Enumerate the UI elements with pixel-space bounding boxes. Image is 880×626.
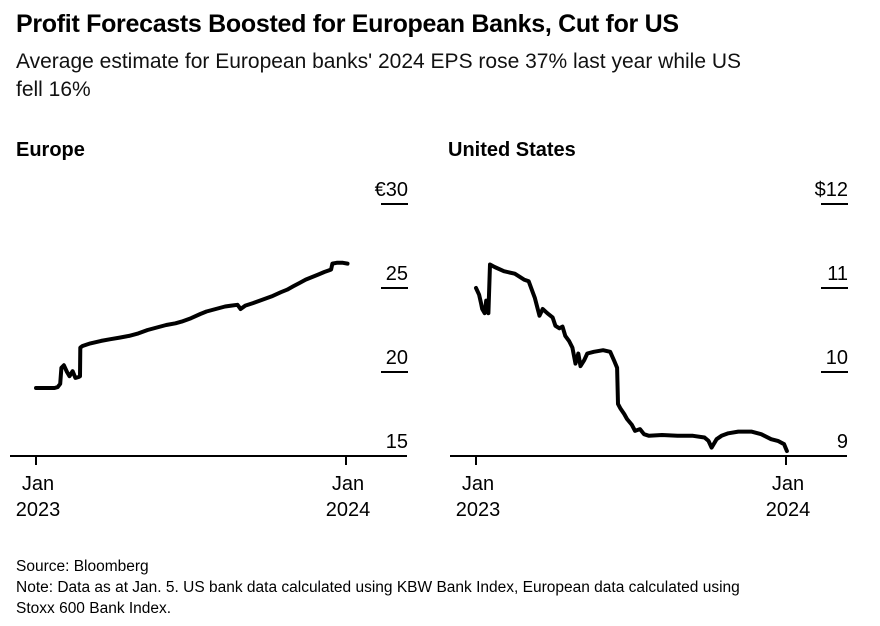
series-line xyxy=(474,262,789,453)
source-line: Source: Bloomberg xyxy=(16,558,149,575)
page-title: Profit Forecasts Boosted for European Ba… xyxy=(16,10,679,38)
x-tick-label: Jan xyxy=(22,473,54,495)
x-tick-label: 2024 xyxy=(766,499,811,521)
x-tick-label: 2023 xyxy=(456,499,501,521)
line-chart-united-states: $12 11 10 9 Jan 2023 Jan 2024 xyxy=(450,179,848,521)
line-chart-europe: €30 25 20 15 Jan 2023 Jan 2024 xyxy=(10,179,408,521)
x-tick-label: 2024 xyxy=(326,499,371,521)
y-tick-label: 20 xyxy=(386,347,408,369)
y-tick-label: 10 xyxy=(826,347,848,369)
footer: Source: Bloomberg Note: Data as at Jan. … xyxy=(0,556,880,619)
x-tick-label: 2023 xyxy=(16,499,61,521)
chart-panel-europe: Europe €30 25 20 15 Jan 2023 Jan 2024 xyxy=(0,140,440,530)
y-tick-label: 9 xyxy=(837,431,848,453)
y-tick-label: 15 xyxy=(386,431,408,453)
charts-row: Europe €30 25 20 15 Jan 2023 Jan 2024 United St… xyxy=(0,140,880,530)
x-tick-label: Jan xyxy=(462,473,494,495)
x-tick-label: Jan xyxy=(772,473,804,495)
header: Profit Forecasts Boosted for European Ba… xyxy=(0,8,880,104)
page-subtitle: Average estimate for European banks' 202… xyxy=(16,50,742,101)
y-tick-label: 11 xyxy=(827,263,848,285)
y-tick-label: $12 xyxy=(815,179,848,201)
y-tick-label: €30 xyxy=(375,179,408,201)
x-tick-label: Jan xyxy=(332,473,364,495)
panel-title-united-states: United States xyxy=(448,139,576,161)
note-line: Note: Data as at Jan. 5. US bank data ca… xyxy=(16,579,740,617)
panel-title-europe: Europe xyxy=(16,139,85,161)
y-tick-label: 25 xyxy=(386,263,408,285)
series-line xyxy=(34,260,350,390)
chart-panel-united-states: United States $12 11 10 9 Jan 2023 Jan 2024 xyxy=(440,140,880,530)
